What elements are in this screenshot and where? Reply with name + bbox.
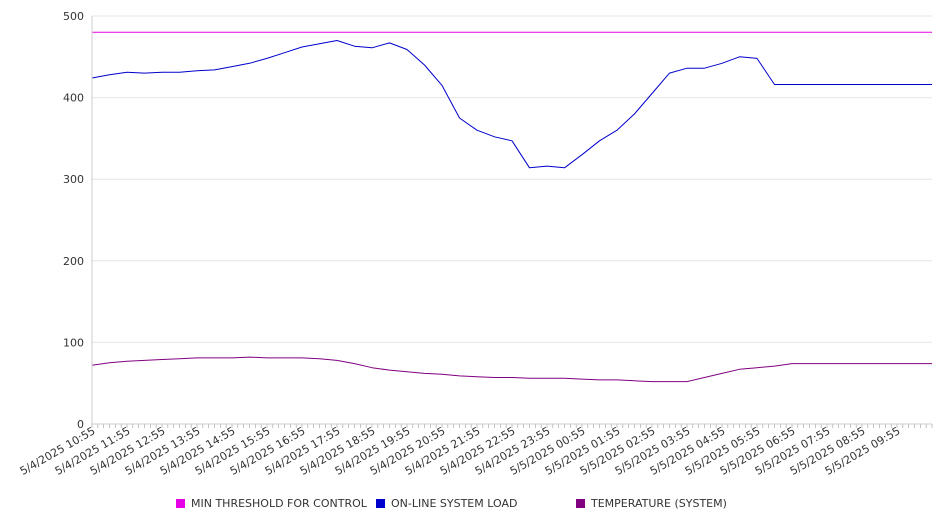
- legend: MIN THRESHOLD FOR CONTROL ON-LINE SYSTEM …: [0, 497, 946, 515]
- y-tick-label: 500: [63, 10, 84, 23]
- series-line: [91, 356, 932, 383]
- y-tick-label: 200: [63, 255, 84, 268]
- legend-label: MIN THRESHOLD FOR CONTROL: [191, 497, 367, 510]
- legend-swatch: [576, 499, 585, 508]
- x-axis: 5/4/2025 10:555/4/2025 11:555/4/2025 12:…: [18, 424, 933, 478]
- y-tick-label: 0: [77, 418, 84, 431]
- y-tick-label: 300: [63, 173, 84, 186]
- y-tick-label: 400: [63, 92, 84, 105]
- series-line: [91, 40, 932, 169]
- series-lines: [91, 31, 932, 383]
- legend-item[interactable]: TEMPERATURE (SYSTEM): [576, 497, 727, 510]
- y-axis: 0 100 200 300 400 500: [63, 10, 84, 431]
- legend-item[interactable]: ON-LINE SYSTEM LOAD: [376, 497, 517, 510]
- legend-label: ON-LINE SYSTEM LOAD: [391, 497, 518, 510]
- legend-label: TEMPERATURE (SYSTEM): [591, 497, 727, 510]
- y-tick-label: 100: [63, 336, 84, 349]
- legend-item[interactable]: MIN THRESHOLD FOR CONTROL: [176, 497, 367, 510]
- legend-swatch: [176, 499, 185, 508]
- legend-swatch: [376, 499, 385, 508]
- grid-lines: [92, 15, 932, 343]
